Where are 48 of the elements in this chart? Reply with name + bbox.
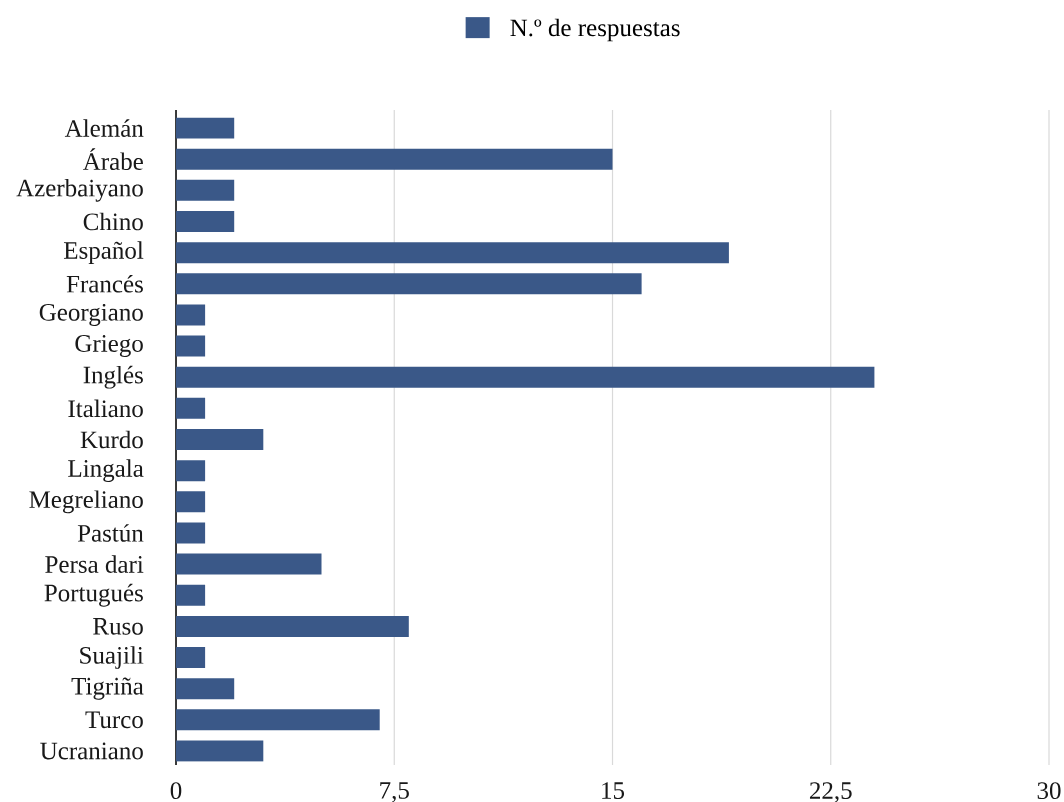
- bar: [176, 615, 409, 637]
- y-tick-label: Alemán: [64, 119, 144, 137]
- bar: [176, 678, 235, 700]
- y-tick-label: Ruso: [93, 618, 143, 635]
- bar: [176, 740, 264, 762]
- bar: [176, 366, 875, 388]
- bar: [176, 522, 206, 544]
- bar: [176, 304, 206, 326]
- bar: [176, 709, 380, 731]
- y-tick-label: Tigriña: [71, 677, 144, 700]
- x-tick-label: 15: [602, 782, 625, 799]
- y-tick-label: Georgiano: [39, 303, 143, 326]
- bar: [176, 335, 206, 357]
- y-tick-label: Azerbaiyano: [16, 178, 143, 202]
- y-tick-label: Persa dari: [45, 555, 144, 573]
- y-tick-label: Griego: [75, 335, 143, 358]
- x-tick-label: 30: [1037, 782, 1061, 800]
- bar: [176, 273, 642, 295]
- y-tick-label: Kurdo: [80, 430, 143, 449]
- y-tick-label: Suajili: [80, 646, 144, 669]
- bar: [176, 460, 206, 482]
- y-tick-label: Pastún: [77, 524, 144, 542]
- y-tick-label: Megreliano: [29, 490, 143, 514]
- bar: [176, 647, 206, 669]
- bar: [176, 117, 235, 139]
- bar: [176, 148, 613, 170]
- y-tick-label: Inglés: [83, 365, 143, 389]
- bar: [176, 179, 235, 201]
- bar: [176, 397, 206, 419]
- y-tick-label: Español: [63, 241, 144, 264]
- legend-label: N.º de respuestas: [510, 18, 680, 42]
- bar: [176, 553, 322, 575]
- bar: [176, 491, 206, 513]
- y-tick-label: Árabe: [82, 148, 143, 171]
- x-tick-label: 7,5: [380, 782, 409, 802]
- y-tick-label: Portugués: [44, 583, 143, 607]
- y-tick-label: Italiano: [68, 399, 143, 418]
- bar: [176, 429, 264, 451]
- y-tick-label: Turco: [85, 711, 143, 729]
- x-tick-label: 0: [170, 782, 182, 800]
- y-tick-label: Ucraniano: [40, 742, 143, 760]
- bar: [176, 211, 235, 232]
- bar: [176, 242, 729, 264]
- y-tick-label: Lingala: [68, 459, 144, 483]
- x-tick-label: 22,5: [809, 782, 852, 802]
- y-tick-label: Francés: [66, 274, 143, 293]
- y-tick-label: Chino: [83, 212, 143, 231]
- bar: [176, 584, 206, 606]
